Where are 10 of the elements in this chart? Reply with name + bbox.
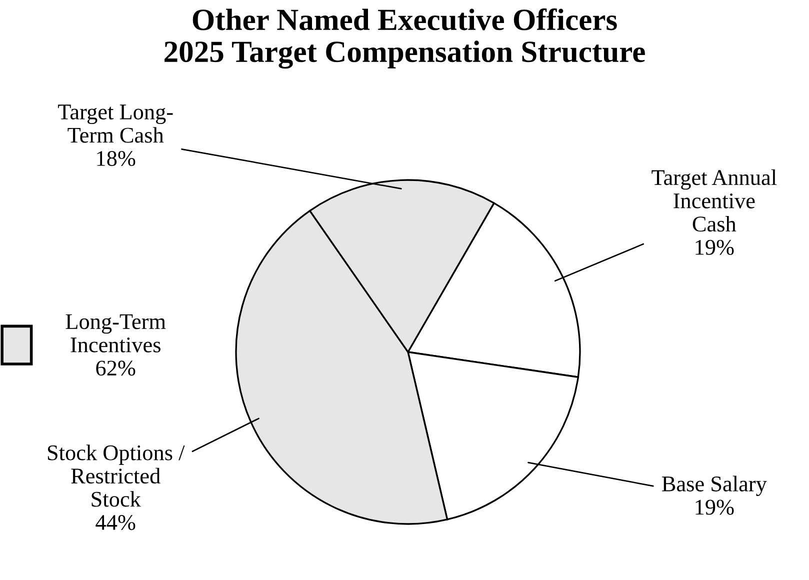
data-label: 18% [97,150,136,166]
data-label: 44% [96,515,136,530]
slice-label: Target Long- Term Cash [58,104,173,143]
chart-title: Other Named Executive Officers 2025 Target Compensation Structure [164,8,645,69]
slice-label: Stock Options / Restricted Stock [48,444,185,507]
text: Long-Term Incentives 62% [66,314,166,376]
slice-label: Base Salary [662,476,767,496]
data-label: 19% [696,240,734,255]
slice-label: Target Annual Incentive Cash [652,169,777,232]
data-label: 19% [696,500,734,515]
